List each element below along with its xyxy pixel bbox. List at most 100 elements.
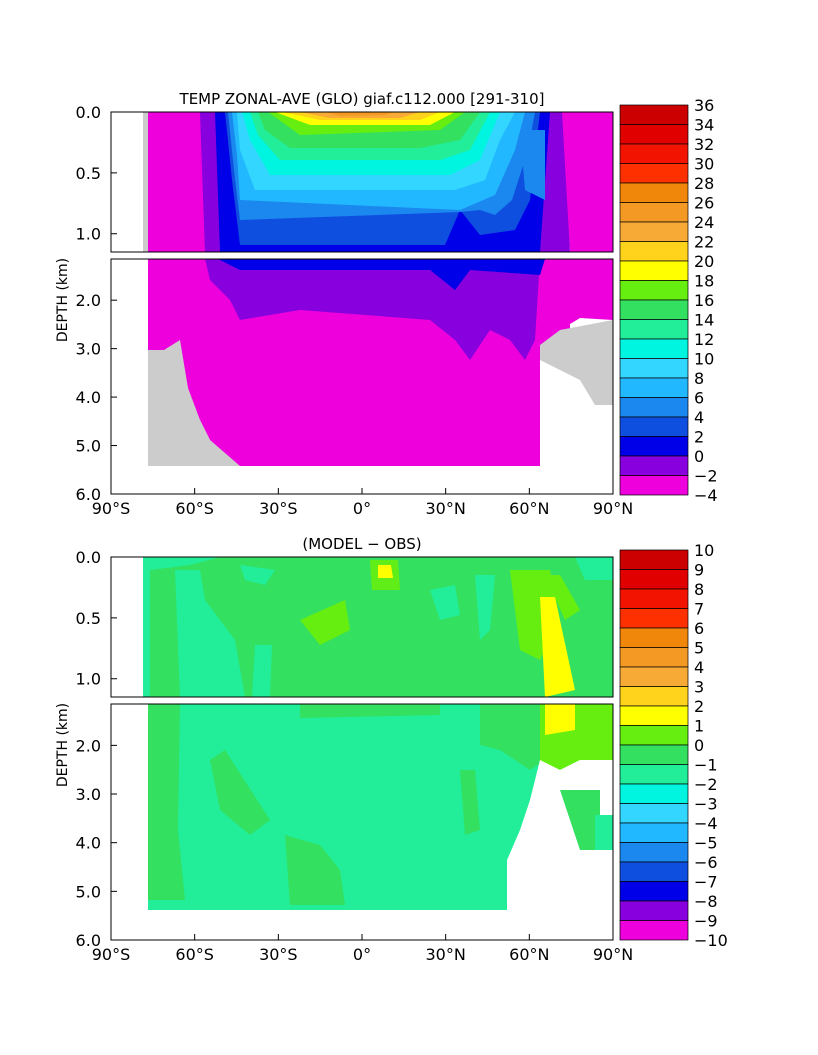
legend-swatch	[619, 280, 689, 301]
legend-swatch	[619, 104, 689, 125]
legend-label: 32	[694, 135, 714, 154]
legend-swatch	[619, 221, 689, 242]
legend-label: 6	[694, 619, 704, 638]
legend-swatch	[619, 627, 689, 648]
legend-swatch	[619, 241, 689, 262]
x-tick-label: 0°	[353, 945, 371, 964]
panel-a-lower-field	[111, 259, 613, 494]
legend-label: −3	[694, 795, 718, 814]
y-tick-label: 4.0	[76, 834, 101, 853]
legend-label: 2	[694, 697, 704, 716]
panel-b-upper-frame	[110, 556, 614, 698]
legend-label: 36	[694, 96, 714, 115]
panel-a-ylabel: DEPTH (km)	[55, 258, 71, 342]
legend-label: 18	[694, 272, 714, 291]
legend-swatch	[619, 475, 689, 496]
x-tick-label: 90°S	[92, 499, 131, 518]
panel-a-title: TEMP ZONAL-AVE (GLO) giaf.c112.000 [291-…	[179, 90, 545, 108]
legend-swatch	[619, 377, 689, 398]
legend-swatch	[619, 163, 689, 184]
legend-label: 28	[694, 174, 714, 193]
legend-label: 0	[694, 447, 704, 466]
legend-swatch	[619, 260, 689, 281]
y-tick-label: 0.5	[76, 164, 101, 183]
legend-swatch	[619, 764, 689, 785]
x-tick-label: 30°S	[259, 499, 298, 518]
legend-swatch	[619, 783, 689, 804]
legend-swatch	[619, 416, 689, 437]
legend-label: −4	[694, 486, 718, 505]
legend-swatch	[619, 338, 689, 359]
legend-swatch	[619, 842, 689, 863]
legend-label: 26	[694, 194, 714, 213]
x-tick-label: 60°S	[175, 499, 214, 518]
legend-swatch	[619, 588, 689, 609]
panel-a: TEMP ZONAL-AVE (GLO) giaf.c112.000 [291-…	[55, 90, 718, 518]
legend-swatch	[619, 666, 689, 687]
y-tick-label: 1.0	[76, 670, 101, 689]
legend-label: 24	[694, 213, 714, 232]
legend-label: 1	[694, 717, 704, 736]
legend-label: 7	[694, 600, 704, 619]
legend-swatch	[619, 124, 689, 145]
legend-swatch	[619, 725, 689, 746]
legend-label: 10	[694, 350, 714, 369]
y-tick-label: 0.0	[76, 103, 101, 122]
legend-swatch	[619, 182, 689, 203]
legend-swatch	[619, 803, 689, 824]
legend-label: 5	[694, 639, 704, 658]
legend-label: 8	[694, 580, 704, 599]
x-tick-label: 30°N	[426, 945, 466, 964]
legend-swatch	[619, 549, 689, 570]
x-tick-label: 60°N	[509, 945, 549, 964]
x-tick-label: 90°S	[92, 945, 131, 964]
y-tick-label: 6.0	[76, 931, 101, 950]
y-tick-label: 1.0	[76, 225, 101, 244]
legend-swatch	[619, 822, 689, 843]
legend-swatch	[619, 202, 689, 223]
x-tick-label: 90°N	[593, 945, 633, 964]
panel-b-title: (MODEL − OBS)	[302, 535, 421, 553]
legend-label: −5	[694, 834, 718, 853]
legend-swatch	[619, 143, 689, 164]
panel-a-x-ticks: 90°S 60°S 30°S 0° 30°N 60°N 90°N	[92, 488, 633, 518]
y-tick-label: 0.0	[76, 548, 101, 567]
legend-swatch	[619, 920, 689, 941]
legend-label: 14	[694, 311, 714, 330]
panel-b-lower-field	[111, 704, 613, 940]
legend-label: 34	[694, 116, 714, 135]
y-tick-label: 4.0	[76, 388, 101, 407]
legend-swatch	[619, 319, 689, 340]
legend-swatch	[619, 358, 689, 379]
legend-label: −6	[694, 853, 718, 872]
legend-swatch	[619, 569, 689, 590]
legend-label: −1	[694, 756, 718, 775]
legend-label: 6	[694, 389, 704, 408]
x-tick-label: 60°S	[175, 945, 214, 964]
legend-label: 9	[694, 561, 704, 580]
legend-swatch	[619, 900, 689, 921]
legend-swatch	[619, 397, 689, 418]
panel-b-y-ticks: 0.0 0.5 1.0 2.0 3.0 4.0 5.0 6.0	[76, 548, 117, 950]
x-tick-label: 0°	[353, 499, 371, 518]
y-tick-label: 2.0	[76, 291, 101, 310]
panel-b-ylabel: DEPTH (km)	[55, 703, 71, 787]
panel-a-upper-frame	[110, 111, 614, 253]
legend-label: −8	[694, 892, 718, 911]
legend-label: 16	[694, 291, 714, 310]
legend-swatch	[619, 686, 689, 707]
panel-a-upper-field	[111, 112, 613, 252]
legend-label: 22	[694, 233, 714, 252]
panel-b: (MODEL − OBS)	[55, 535, 728, 964]
legend-swatch	[619, 744, 689, 765]
legend-label: 20	[694, 252, 714, 271]
y-tick-label: 3.0	[76, 340, 101, 359]
legend-label: 3	[694, 678, 704, 697]
legend-label: −9	[694, 912, 718, 931]
x-tick-label: 30°N	[426, 499, 466, 518]
y-tick-label: 5.0	[76, 437, 101, 456]
legend-label: 8	[694, 369, 704, 388]
legend-label: −2	[694, 467, 718, 486]
